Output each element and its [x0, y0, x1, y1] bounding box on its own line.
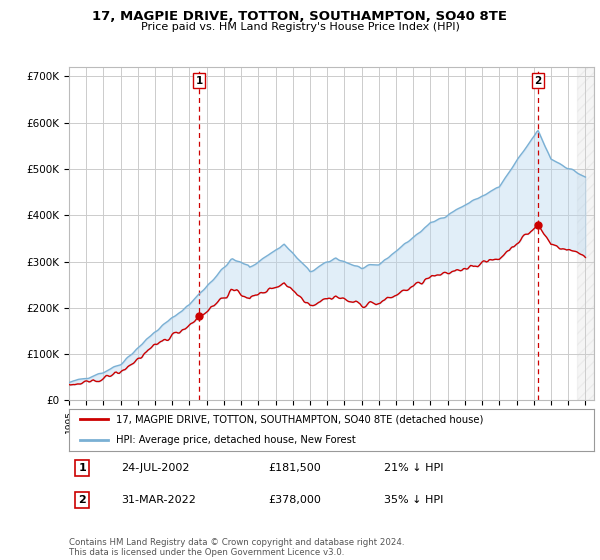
Text: 31-MAR-2022: 31-MAR-2022 [121, 495, 196, 505]
Text: 17, MAGPIE DRIVE, TOTTON, SOUTHAMPTON, SO40 8TE (detached house): 17, MAGPIE DRIVE, TOTTON, SOUTHAMPTON, S… [116, 414, 484, 424]
Text: 1: 1 [196, 76, 203, 86]
Text: HPI: Average price, detached house, New Forest: HPI: Average price, detached house, New … [116, 435, 356, 445]
Text: £378,000: £378,000 [269, 495, 322, 505]
Text: 21% ↓ HPI: 21% ↓ HPI [384, 463, 443, 473]
Text: 17, MAGPIE DRIVE, TOTTON, SOUTHAMPTON, SO40 8TE: 17, MAGPIE DRIVE, TOTTON, SOUTHAMPTON, S… [92, 10, 508, 23]
Text: 35% ↓ HPI: 35% ↓ HPI [384, 495, 443, 505]
Text: Price paid vs. HM Land Registry's House Price Index (HPI): Price paid vs. HM Land Registry's House … [140, 22, 460, 32]
Text: 2: 2 [535, 76, 542, 86]
Text: £181,500: £181,500 [269, 463, 321, 473]
Text: 2: 2 [78, 495, 86, 505]
Bar [577, 67, 594, 400]
Text: 24-JUL-2002: 24-JUL-2002 [121, 463, 190, 473]
Text: Contains HM Land Registry data © Crown copyright and database right 2024.
This d: Contains HM Land Registry data © Crown c… [69, 538, 404, 557]
Text: 1: 1 [78, 463, 86, 473]
